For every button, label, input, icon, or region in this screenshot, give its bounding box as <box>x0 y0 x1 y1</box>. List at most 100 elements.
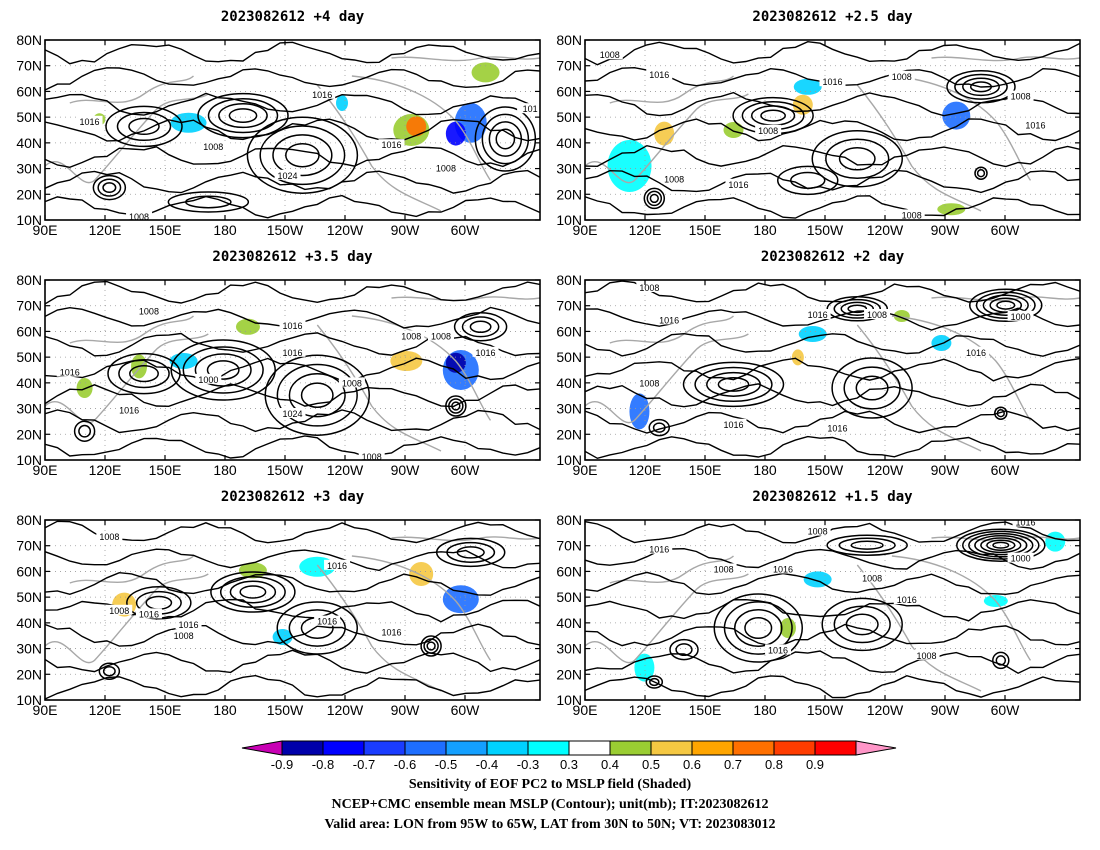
lon-label: 180 <box>753 462 777 478</box>
contour-label: 1016 <box>773 564 793 574</box>
pressure-contour <box>102 182 117 194</box>
lat-label: 80N <box>16 32 42 48</box>
pressure-contour <box>126 586 192 620</box>
contour-label-bg <box>378 626 405 637</box>
pressure-contour <box>207 97 279 134</box>
contour-label-bg <box>170 630 197 640</box>
pressure-contour <box>821 597 903 652</box>
colorbar-label: 0.4 <box>601 757 619 772</box>
contour-label: 1016 <box>897 595 917 605</box>
pressure-contour <box>855 375 889 401</box>
pressure-contour <box>118 358 170 389</box>
pressure-contour <box>246 116 359 194</box>
isobar <box>45 92 540 116</box>
lat-label: 30N <box>16 641 42 657</box>
coastline <box>609 75 734 104</box>
colorbar-label: -0.4 <box>476 757 498 772</box>
pressure-contour <box>717 376 750 392</box>
map-panel: 1016 1008 1024 1016 1016 1008 1008 101 202308261… <box>16 9 541 238</box>
contour-label: 1016 <box>179 620 199 630</box>
isobar <box>45 435 540 459</box>
lon-label: 90E <box>33 222 58 238</box>
colorbar-swatch <box>650 740 693 756</box>
contour-label: 1008 <box>714 564 734 574</box>
contour-label: 1016 <box>659 315 679 325</box>
coastline <box>856 564 982 692</box>
contour-label: 1008 <box>639 378 659 388</box>
pressure-contour <box>445 395 467 417</box>
contour-label-bg <box>116 404 143 415</box>
pressure-contour <box>992 651 1010 670</box>
lon-label: 60W <box>451 222 481 238</box>
contour-label-bg <box>1022 119 1049 130</box>
sensitivity-shade <box>406 116 427 137</box>
contour-label-bg <box>76 115 103 126</box>
contour-label-bg <box>646 543 673 554</box>
lat-label: 80N <box>556 272 582 288</box>
coastline <box>585 573 749 664</box>
contour-label: 1024 <box>278 171 298 181</box>
coastline <box>69 315 194 344</box>
pressure-contour <box>420 635 442 657</box>
pressure-contour <box>982 294 1029 316</box>
lon-label: 120E <box>629 222 662 238</box>
colorbar-label: 0.6 <box>683 757 701 772</box>
lon-label: 90E <box>573 462 598 478</box>
isobar <box>585 435 1080 460</box>
pressure-contour <box>145 595 173 610</box>
isobar <box>45 118 540 142</box>
lat-label: 60N <box>556 563 582 579</box>
pressure-contour <box>962 530 1040 560</box>
lon-label: 90W <box>391 702 421 718</box>
contour-label: 1008 <box>342 378 362 388</box>
isobar <box>585 383 1080 408</box>
pressure-contour <box>218 103 268 129</box>
pressure-contour <box>285 142 320 168</box>
panel-title: 2023082612 +2 day <box>761 249 905 265</box>
caption-valid-area: Valid area: LON from 95W to 65W, LAT fro… <box>324 817 776 832</box>
isobar <box>585 91 1080 117</box>
contour-label-bg <box>720 418 747 429</box>
sensitivity-shade <box>654 121 675 146</box>
pressure-contour <box>694 366 773 403</box>
lat-label: 80N <box>556 32 582 48</box>
contour-label: 1016 <box>327 561 347 571</box>
contour-label: 1016 <box>728 180 748 190</box>
isobar <box>45 520 540 544</box>
map-panel: 1008 1016 1008 1016 1000 1016 1016 1016 1008 1008… <box>556 489 1081 718</box>
colorbar-label: -0.5 <box>435 757 457 772</box>
pressure-contour <box>288 373 346 418</box>
pressure-contour <box>843 366 901 410</box>
pressure-contour <box>974 166 988 180</box>
map-frame <box>44 519 541 701</box>
lon-label: 120W <box>327 222 364 238</box>
map-panel: 1008 1016 1000 1016 1024 1008 1008 1016 1008 1016… <box>16 249 541 478</box>
contour-label: 1008 <box>401 332 421 342</box>
contour-label-bg <box>175 619 202 630</box>
pressure-contour <box>777 165 839 196</box>
sensitivity-shade <box>409 562 434 586</box>
contour-label: 1008 <box>862 573 882 583</box>
lat-label: 50N <box>556 589 582 605</box>
pressure-contour <box>646 190 663 207</box>
colorbar-label: 0.3 <box>560 757 578 772</box>
isobar <box>45 674 540 700</box>
pressure-contour <box>206 360 240 380</box>
lat-label: 60N <box>16 563 42 579</box>
pressure-contour <box>128 117 160 136</box>
lon-label: 90W <box>931 222 961 238</box>
lat-label: 40N <box>16 135 42 151</box>
contour-label-bg <box>859 572 886 583</box>
pressure-contour <box>831 357 913 419</box>
lon-label: 90W <box>391 462 421 478</box>
map-frame <box>584 519 1081 701</box>
panel-title: 2023082612 +4 day <box>221 9 365 25</box>
contour-label: 1000 <box>1011 554 1031 564</box>
pressure-contour <box>954 73 1008 100</box>
contour-label-bg <box>279 319 306 330</box>
colorbar-swatch <box>773 740 816 756</box>
contour-label-bg <box>432 162 459 173</box>
lon-label: 120E <box>89 222 122 238</box>
colorbar-label: -0.9 <box>271 757 293 772</box>
pressure-contour <box>288 609 346 647</box>
